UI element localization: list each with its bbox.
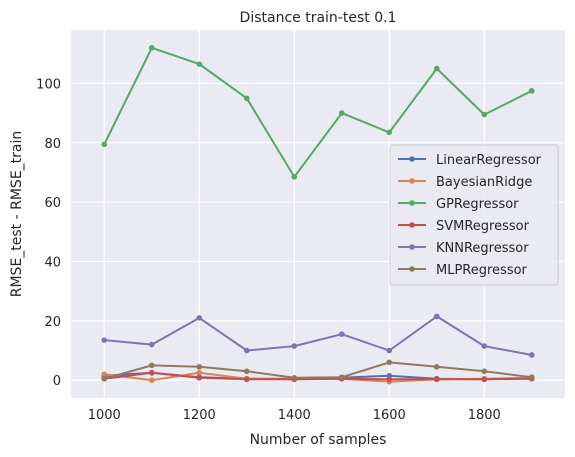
data-point [433,65,440,72]
data-point [481,368,488,375]
legend-entry: MLPRegressor [398,263,528,278]
legend-entry: LinearRegressor [398,153,542,168]
data-point [148,369,155,376]
series-lines [101,45,535,385]
series-knnregressor [101,313,535,358]
data-point [386,376,393,383]
data-point [101,375,108,382]
data-point [196,375,203,381]
series-line-svmregressor [104,371,532,381]
legend-label: KNNRegressor [436,241,529,256]
y-axis-label: RMSE_test - RMSE_train [9,131,25,298]
data-point [528,352,535,358]
data-point [101,141,108,148]
data-point [196,364,203,370]
legend-entry: GPRegressor [398,197,519,212]
data-point [528,374,535,381]
chart-title: Distance train-test 0.1 [240,10,397,26]
data-point [386,129,393,136]
tick-labels: 1000 1200 1400 1600 1800 0 20 40 60 80 100 [36,77,501,423]
legend-label: MLPRegressor [436,263,528,278]
legend-label: LinearRegressor [436,153,542,168]
x-tick-label: 1200 [183,408,216,423]
data-point [338,331,345,337]
x-tick-label: 1400 [278,408,311,423]
data-point [481,376,488,383]
legend-marker [409,156,415,162]
data-point [148,377,155,383]
data-point [433,364,440,370]
data-point [386,347,393,354]
data-point [148,341,155,348]
grid-lines [71,30,565,398]
legend-label: SVMRegressor [436,219,530,234]
y-tick-label: 20 [44,315,61,330]
series-line-knnregressor [104,315,532,356]
data-point [148,45,155,51]
y-tick-label: 100 [36,77,61,92]
data-point [433,313,440,320]
data-point [433,376,440,383]
data-point [338,110,345,116]
legend-entry: BayesianRidge [398,175,532,190]
x-tick-label: 1000 [88,408,121,423]
legend-marker [409,266,415,272]
x-tick-label: 1800 [468,408,501,423]
data-point [101,371,108,378]
data-point [196,61,203,67]
data-point [291,174,298,180]
legend-marker [409,244,415,250]
data-point [481,111,488,118]
series-mlpregressor [101,359,535,382]
data-point [101,337,108,343]
y-tick-label: 60 [44,196,61,211]
data-point [196,315,203,321]
y-tick-label: 0 [53,374,61,389]
series-gpregressor [101,45,535,180]
legend-marker [409,178,415,184]
legend: LinearRegressor BayesianRidge GPRegressor S… [389,144,559,286]
data-point [148,362,155,369]
series-line-gpregressor [103,46,533,178]
legend-entry: KNNRegressor [398,241,529,256]
y-tick-label: 80 [44,137,61,152]
data-point [243,376,250,383]
legend-label: GPRegressor [436,197,519,212]
legend-label: BayesianRidge [436,175,532,190]
series-line-mlpregressor [104,361,532,380]
data-point [291,343,298,349]
data-point [481,343,488,349]
data-point [528,88,535,94]
data-point [243,347,250,354]
legend-box [389,144,559,286]
x-tick-label: 1600 [373,408,406,423]
data-point [291,375,298,381]
data-point [338,374,345,381]
y-tick-label: 40 [44,255,61,270]
data-point [196,369,203,376]
x-axis-label: Number of samples [250,432,387,448]
data-point [243,368,250,375]
data-point [386,359,393,366]
legend-entry: SVMRegressor [398,219,530,234]
data-point [243,95,250,102]
legend-marker [409,200,415,206]
legend-marker [409,222,415,228]
